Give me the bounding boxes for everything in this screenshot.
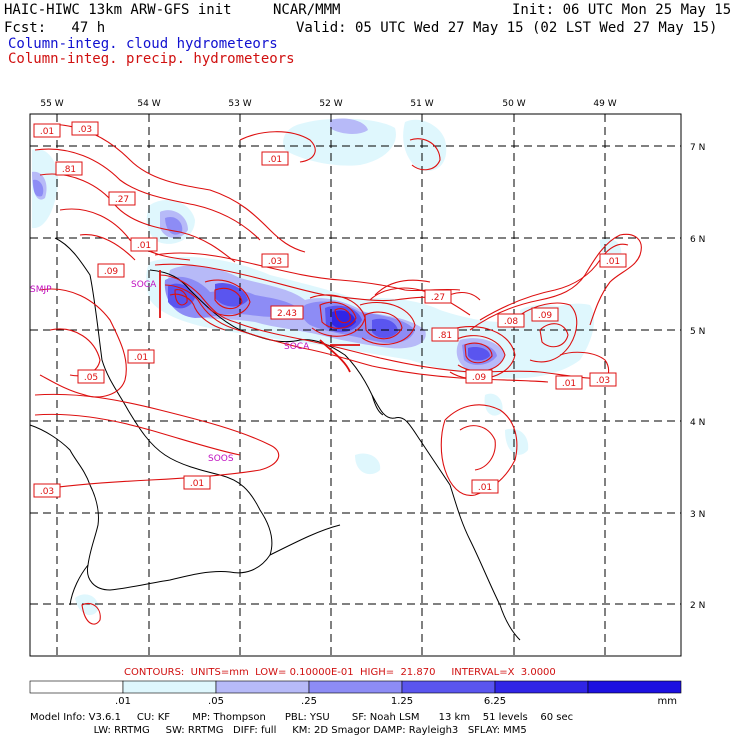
contour-label-box bbox=[599, 253, 627, 268]
lat-labels: 7 N 6 N 5 N 4 N 3 N 2 N bbox=[690, 143, 705, 611]
lon-label: 52 W bbox=[319, 99, 342, 109]
contour-label: .27 bbox=[115, 195, 129, 205]
contour-label-box bbox=[108, 191, 136, 206]
colorbar-tick-label: 6.25 bbox=[484, 696, 506, 707]
contour-label: .01 bbox=[562, 379, 576, 389]
lon-label: 55 W bbox=[40, 99, 63, 109]
contour-label-box bbox=[77, 369, 105, 384]
colorbar-tick-label: .01 bbox=[115, 696, 131, 707]
contour-label: .01 bbox=[606, 257, 620, 267]
colorbar-swatch bbox=[215, 680, 310, 694]
lon-label: 53 W bbox=[228, 99, 251, 109]
model-info-line1: Model Info: V3.6.1 CU: KF MP: Thompson P… bbox=[30, 712, 574, 723]
contour-label: .03 bbox=[78, 125, 92, 135]
colorbar-swatch bbox=[308, 680, 403, 694]
contour-label-box bbox=[183, 475, 211, 490]
contour-label-box bbox=[97, 263, 125, 278]
contour-label: .27 bbox=[431, 293, 445, 303]
colorbar: .01 .05 .25 1.25 6.25 mm bbox=[29, 680, 682, 707]
station-label: SOCA bbox=[284, 342, 310, 352]
contour-label-box bbox=[33, 483, 61, 498]
contour-label: .05 bbox=[84, 373, 98, 383]
contour-label-box bbox=[424, 289, 452, 304]
contour-label-box bbox=[465, 369, 493, 384]
valid-time: Valid: 05 UTC Wed 27 May 15 (02 LST Wed … bbox=[296, 20, 718, 36]
contour-label-box bbox=[270, 305, 304, 320]
colorbar-tick-label: 1.25 bbox=[391, 696, 413, 707]
model-info-line2: LW: RRTMG SW: RRTMG DIFF: full KM: 2D Sm… bbox=[30, 725, 527, 736]
contour-label: .01 bbox=[134, 353, 148, 363]
contour-label: .01 bbox=[40, 127, 54, 137]
contour-label-box bbox=[261, 151, 289, 166]
contour-label-box bbox=[55, 161, 83, 176]
contour-label-box bbox=[497, 313, 525, 328]
contour-label: .01 bbox=[137, 241, 151, 251]
coastline bbox=[29, 237, 521, 641]
colorbar-swatch bbox=[587, 680, 682, 694]
lat-label: 2 N bbox=[690, 601, 705, 611]
contour-label: 2.43 bbox=[277, 309, 297, 319]
contour-label-box bbox=[431, 327, 459, 342]
contour-label: .03 bbox=[268, 257, 282, 267]
station-label: SMJP bbox=[30, 285, 52, 295]
field-cloud-label: Column-integ. cloud hydrometeors bbox=[8, 36, 278, 52]
contour-label-box bbox=[33, 123, 61, 138]
contour-label-box bbox=[71, 121, 99, 136]
org-label: NCAR/MMM bbox=[273, 2, 341, 18]
model-title: HAIC-HIWC 13km ARW-GFS init bbox=[4, 2, 232, 18]
contour-label: .01 bbox=[478, 483, 492, 493]
contour-label: .09 bbox=[472, 373, 487, 383]
precip-contours-thick bbox=[159, 270, 360, 373]
init-time: Init: 06 UTC Mon 25 May 15 bbox=[512, 2, 732, 18]
lon-labels: 55 W 54 W 53 W 52 W 51 W 50 W 49 W bbox=[40, 99, 616, 109]
lon-label: 54 W bbox=[137, 99, 160, 109]
lon-label: 51 W bbox=[410, 99, 433, 109]
lon-label: 50 W bbox=[502, 99, 525, 109]
station-label: SOOS bbox=[208, 454, 234, 464]
colorbar-swatch bbox=[29, 680, 124, 694]
contour-label: .09 bbox=[104, 267, 119, 277]
contour-label-box bbox=[555, 375, 583, 390]
contour-label: .03 bbox=[596, 376, 610, 386]
contour-label: .01 bbox=[190, 479, 204, 489]
colorbar-tick-label: .05 bbox=[208, 696, 224, 707]
contour-label: .01 bbox=[268, 155, 282, 165]
contour-label-box bbox=[127, 349, 155, 364]
precip-contours bbox=[34, 123, 642, 625]
station-label: SOCA bbox=[131, 280, 157, 290]
contour-label-box bbox=[261, 253, 289, 268]
contour-info: CONTOURS: UNITS=mm LOW= 0.10000E-01 HIGH… bbox=[124, 667, 556, 678]
contour-label-box bbox=[471, 479, 499, 494]
colorbar-swatch bbox=[401, 680, 496, 694]
forecast-hour: Fcst: 47 h bbox=[4, 20, 106, 36]
contour-label: .81 bbox=[62, 165, 76, 175]
contour-label: .03 bbox=[40, 487, 54, 497]
colorbar-tick-label: .25 bbox=[301, 696, 317, 707]
colorbar-unit: mm bbox=[658, 696, 677, 707]
contour-label-box bbox=[589, 372, 617, 387]
field-precip-label: Column-integ. precip. hydrometeors bbox=[8, 51, 295, 67]
lon-label: 49 W bbox=[593, 99, 616, 109]
contour-label-box bbox=[531, 307, 559, 322]
colorbar-swatch bbox=[494, 680, 589, 694]
colorbar-swatch bbox=[122, 680, 217, 694]
contour-label: .08 bbox=[504, 317, 519, 327]
lat-label: 3 N bbox=[690, 510, 705, 520]
station-labels: SMJP SOCA SOCA SOOS bbox=[30, 280, 310, 464]
lat-label: 7 N bbox=[690, 143, 705, 153]
contour-labels: .01 .03 .81 .27 .01 .01 .09 .03 2.43 .27 .01 .09 .05… bbox=[33, 121, 627, 498]
lat-label: 6 N bbox=[690, 235, 705, 245]
lat-label: 4 N bbox=[690, 418, 705, 428]
lat-label: 5 N bbox=[690, 327, 705, 337]
contour-label: .09 bbox=[538, 311, 553, 321]
contour-label-box bbox=[130, 237, 158, 252]
contour-label: .81 bbox=[438, 331, 452, 341]
